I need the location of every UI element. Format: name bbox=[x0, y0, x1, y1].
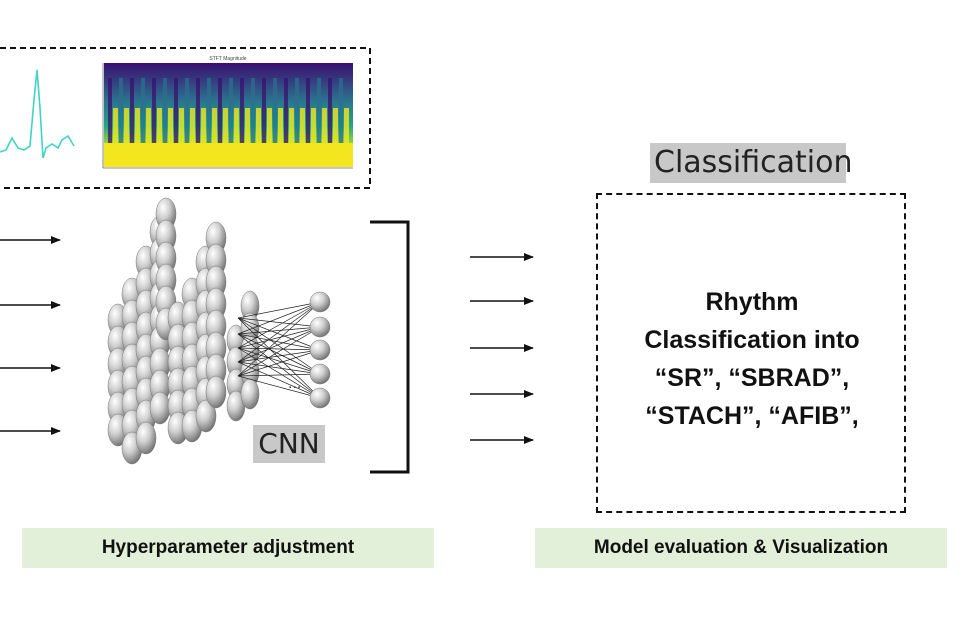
cnn-connection bbox=[237, 326, 321, 349]
spectrogram-band bbox=[196, 78, 200, 148]
spectrogram-band bbox=[344, 108, 349, 146]
cnn-connection bbox=[237, 375, 321, 399]
cnn-connection bbox=[237, 326, 321, 335]
spectrogram-band bbox=[141, 78, 145, 148]
spectrogram-band bbox=[289, 108, 294, 146]
spectrogram-band bbox=[152, 78, 156, 148]
cnn-connection bbox=[237, 301, 321, 377]
classification-line-2: Classification into bbox=[644, 326, 860, 354]
spectrogram-band bbox=[157, 108, 162, 146]
cnn-connection bbox=[237, 373, 321, 377]
classification-line-4: “STACH”, “AFIB”, bbox=[645, 402, 859, 430]
spectrogram-bands bbox=[108, 78, 349, 148]
spectrogram-band bbox=[212, 108, 217, 146]
model-evaluation-bar: Model evaluation & Visualization bbox=[535, 528, 947, 568]
spectrogram-band bbox=[135, 108, 140, 146]
classification-line-1: Rhythm bbox=[705, 288, 799, 316]
spectrogram-title: STFT Magnitude bbox=[209, 56, 246, 62]
cnn-connection bbox=[237, 317, 321, 375]
spectrogram-band bbox=[201, 108, 206, 146]
cnn-output-node bbox=[309, 387, 331, 409]
spectrogram-band bbox=[108, 78, 112, 148]
spectrogram-band bbox=[311, 108, 316, 146]
ecg-waveform bbox=[0, 69, 75, 159]
spectrogram-band bbox=[174, 78, 178, 148]
classification-line-3: “SR”, “SBRAD”, bbox=[654, 364, 850, 392]
spectrogram-band bbox=[284, 78, 288, 148]
cnn-node bbox=[195, 399, 217, 433]
spectrogram-band bbox=[146, 108, 151, 146]
cnn-connection bbox=[237, 326, 321, 363]
spectrogram-plot: STFT Magnitude bbox=[102, 56, 353, 169]
cnn-connection bbox=[237, 349, 321, 363]
spectrogram-band bbox=[256, 108, 261, 146]
spectrogram-band bbox=[251, 78, 255, 148]
cnn-connection bbox=[237, 317, 321, 351]
cnn-connection bbox=[237, 347, 321, 351]
spectrogram-band bbox=[262, 78, 266, 148]
spectrogram-band bbox=[278, 108, 283, 146]
spectrogram-band bbox=[223, 108, 228, 146]
cnn-connection bbox=[237, 326, 321, 377]
spectrogram-band bbox=[234, 108, 239, 146]
cnn-connection bbox=[237, 333, 321, 351]
spectrogram-band bbox=[295, 78, 299, 148]
spectrogram-band bbox=[328, 78, 332, 148]
cnn-output-node bbox=[309, 316, 331, 338]
spectrogram-band bbox=[207, 78, 211, 148]
spectrogram-band bbox=[130, 78, 134, 148]
classification-box bbox=[596, 193, 906, 513]
cnn-node bbox=[149, 391, 171, 425]
classification-text: Rhythm Classification into “SR”, “SBRAD”… bbox=[604, 283, 900, 435]
spectrogram-band bbox=[229, 78, 233, 148]
spectrogram-band bbox=[273, 78, 277, 148]
cnn-node bbox=[205, 375, 227, 409]
spectrogram-band bbox=[300, 108, 305, 146]
cnn-label: CNN bbox=[253, 425, 325, 463]
spectrogram-yellow-floor bbox=[104, 143, 353, 167]
spectrogram-band bbox=[322, 108, 327, 146]
spectrogram-band bbox=[306, 78, 310, 148]
spectrogram-band bbox=[333, 108, 338, 146]
cnn-connection bbox=[237, 301, 321, 363]
spectrogram-band bbox=[240, 78, 244, 148]
bracket bbox=[370, 220, 410, 474]
cnn-output-node bbox=[309, 291, 331, 313]
cnn-output-node bbox=[309, 339, 331, 361]
spectrogram-band bbox=[317, 78, 321, 148]
spectrogram-band bbox=[179, 108, 184, 146]
input-panel-border bbox=[0, 47, 371, 189]
cnn-connection bbox=[237, 317, 321, 399]
spectrogram-band bbox=[267, 108, 272, 146]
spectrogram-band bbox=[124, 108, 129, 146]
cnn-connection bbox=[237, 317, 321, 328]
spectrogram-band bbox=[245, 108, 250, 146]
spectrogram-band bbox=[218, 78, 222, 148]
cnn-node bbox=[135, 421, 157, 455]
cnn-connection bbox=[237, 301, 321, 349]
spectrogram-band bbox=[119, 78, 123, 148]
spectrogram-band bbox=[163, 78, 167, 148]
spectrogram-band bbox=[185, 78, 189, 148]
cnn-connection bbox=[237, 301, 321, 335]
spectrogram-band bbox=[113, 108, 118, 146]
cnn-connection bbox=[237, 301, 321, 319]
spectrogram-band bbox=[168, 108, 173, 146]
cnn-ellipsis: ... bbox=[288, 375, 301, 392]
spectrogram-band bbox=[339, 78, 343, 148]
cnn-network-illustration bbox=[107, 197, 331, 465]
classification-header: Classification bbox=[650, 143, 853, 183]
cnn-connection bbox=[237, 349, 321, 377]
cnn-node bbox=[240, 378, 260, 410]
hyperparameter-adjustment-bar: Hyperparameter adjustment bbox=[22, 528, 434, 568]
cnn-output-node bbox=[309, 363, 331, 385]
spectrogram-band bbox=[190, 108, 195, 146]
